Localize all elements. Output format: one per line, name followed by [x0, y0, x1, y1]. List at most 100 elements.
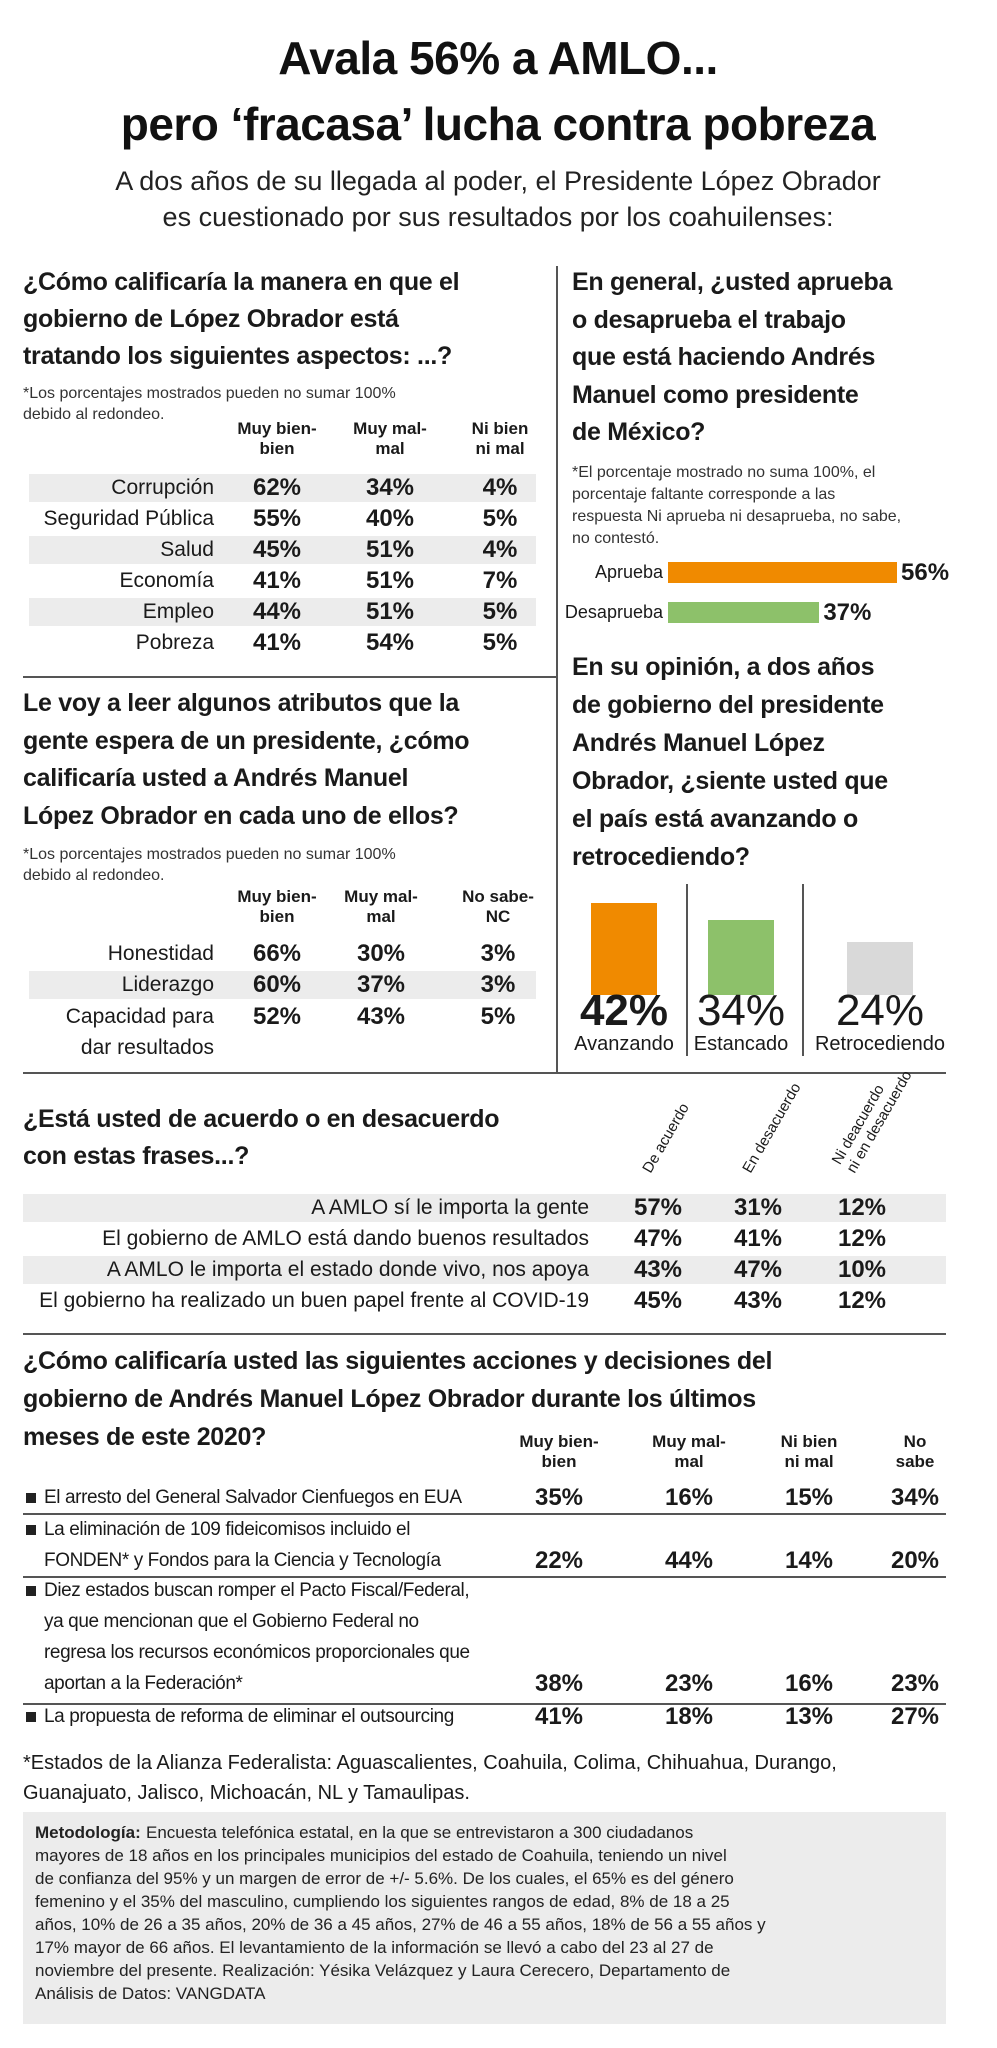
column-header: Ni bien [471, 419, 529, 438]
divider [23, 1333, 946, 1335]
bar [668, 602, 820, 623]
cell-value: 7% [482, 567, 518, 594]
bar-label: Desaprueba [564, 602, 663, 622]
question: gente espera de un presidente, ¿cómo [23, 726, 470, 755]
category-label: Estancado [693, 1033, 789, 1055]
cell-value: 34% [365, 474, 415, 501]
row-label: ya que mencionan que el Gobierno Federal… [44, 1611, 419, 1632]
question: gobierno de López Obrador está [23, 305, 399, 333]
cell-value: 62% [252, 474, 302, 501]
note: *El porcentaje mostrado no suma 100%, el [572, 464, 876, 481]
divider [802, 884, 804, 1056]
methodology-box [23, 1812, 946, 2024]
question: calificaría usted a Andrés Manuel [23, 764, 409, 792]
cell-value: 43% [356, 1003, 406, 1030]
cell-value: 51% [365, 536, 415, 563]
methodology-text: Encuesta telefónica estatal, en la que s… [146, 1823, 694, 1842]
cell-value: 41% [252, 629, 302, 656]
cell-value: 37% [356, 971, 406, 998]
row-label: Honestidad [107, 942, 214, 965]
methodology-text: femenino y el 35% del masculino, cumplie… [35, 1892, 730, 1911]
cell-value: 38% [534, 1670, 584, 1697]
question: Le voy a leer algunos atributos que la [23, 689, 459, 717]
row-label: Economía [119, 569, 214, 592]
cell-value: 23% [664, 1670, 714, 1697]
cell-value: 10% [837, 1256, 887, 1283]
methodology-text: de confianza del 95% y un margen de erro… [35, 1869, 734, 1888]
question: retrocediendo? [572, 843, 750, 871]
methodology-text: años, 10% de 26 a 35 años, 20% de 36 a 4… [35, 1915, 766, 1934]
column-bar [591, 902, 657, 995]
cell-value: 5% [482, 629, 518, 656]
note: debido al redondeo. [23, 406, 165, 423]
question: Obrador, ¿siente usted que [572, 767, 888, 795]
column-header: mal [366, 907, 396, 926]
cell-value: 5% [480, 1003, 516, 1030]
bullet [26, 1493, 36, 1503]
row-shade [23, 1256, 946, 1284]
row-label: Seguridad Pública [43, 507, 214, 530]
column-header: No [903, 1432, 927, 1451]
bullet [26, 1586, 36, 1596]
row-label: Liderazgo [121, 973, 214, 996]
cell-value: 41% [534, 1703, 584, 1730]
cell-value: 45% [252, 536, 302, 563]
column-header: ni mal [784, 1452, 834, 1471]
divider [23, 1072, 946, 1074]
cell-value: 51% [365, 598, 415, 625]
column-header: De acuerdo [639, 1100, 693, 1176]
note: no contestó. [572, 530, 660, 547]
row-label: regresa los recursos económicos proporci… [44, 1642, 470, 1663]
row-label: La eliminación de 109 fideicomisos inclu… [44, 1519, 411, 1540]
question: ¿Está usted de acuerdo o en desacuerdo [23, 1105, 500, 1133]
row-label: Pobreza [135, 631, 214, 654]
question: el país está avanzando o [572, 805, 858, 833]
row-label: El arresto del General Salvador Cienfueg… [44, 1487, 462, 1508]
question: de gobierno del presidente [572, 691, 884, 719]
value-label: 42% [579, 986, 669, 1035]
row-label: La propuesta de reforma de eliminar el o… [44, 1706, 454, 1727]
cell-value: 3% [480, 971, 516, 998]
cell-value: 5% [482, 598, 518, 625]
column-header: NC [485, 907, 511, 926]
cell-value: 5% [482, 505, 518, 532]
cell-value: 15% [784, 1484, 834, 1511]
methodology-text: noviembre del presente. Realización: Yés… [35, 1961, 731, 1980]
methodology-text: mayores de 18 años en los principales mu… [35, 1846, 727, 1865]
column-header: bien [541, 1452, 577, 1471]
column-header: Muy mal- [652, 1432, 726, 1451]
cell-value: 16% [664, 1484, 714, 1511]
title: Avala 56% a AMLO... [278, 32, 718, 84]
cell-value: 20% [890, 1547, 940, 1574]
note: porcentaje faltante corresponde a las [572, 486, 836, 503]
cell-value: 13% [784, 1703, 834, 1730]
value-label: 34% [696, 986, 786, 1035]
cell-value: 44% [252, 598, 302, 625]
question: con estas frases...? [23, 1142, 250, 1170]
bar [668, 562, 898, 583]
question: meses de este 2020? [23, 1423, 267, 1451]
question: ¿Cómo calificaría usted las siguientes a… [23, 1347, 773, 1375]
cell-value: 34% [890, 1484, 940, 1511]
row-shade [29, 971, 536, 999]
row-label: FONDEN* y Fondos para la Ciencia y Tecno… [44, 1550, 441, 1571]
subtitle: es cuestionado por sus resultados por lo… [162, 202, 834, 232]
value-label: 24% [835, 986, 925, 1035]
separator [23, 1576, 946, 1578]
separator [23, 1513, 946, 1515]
column-header: Muy bien- [237, 419, 317, 438]
cell-value: 12% [837, 1225, 887, 1252]
question: o desaprueba el trabajo [572, 305, 846, 334]
cell-value: 41% [252, 567, 302, 594]
question: que está haciendo Andrés [572, 343, 876, 372]
cell-value: 47% [633, 1225, 683, 1252]
cell-value: 14% [784, 1547, 834, 1574]
cell-value: 23% [890, 1670, 940, 1697]
cell-value: 40% [365, 505, 415, 532]
row-label: Diez estados buscan romper el Pacto Fisc… [44, 1580, 470, 1601]
row-shade [29, 474, 536, 502]
category-label: Retrocediendo [814, 1033, 946, 1055]
cell-value: 60% [252, 971, 302, 998]
note: *Los porcentajes mostrados pueden no sum… [23, 385, 396, 402]
column-header: mal [674, 1452, 704, 1471]
